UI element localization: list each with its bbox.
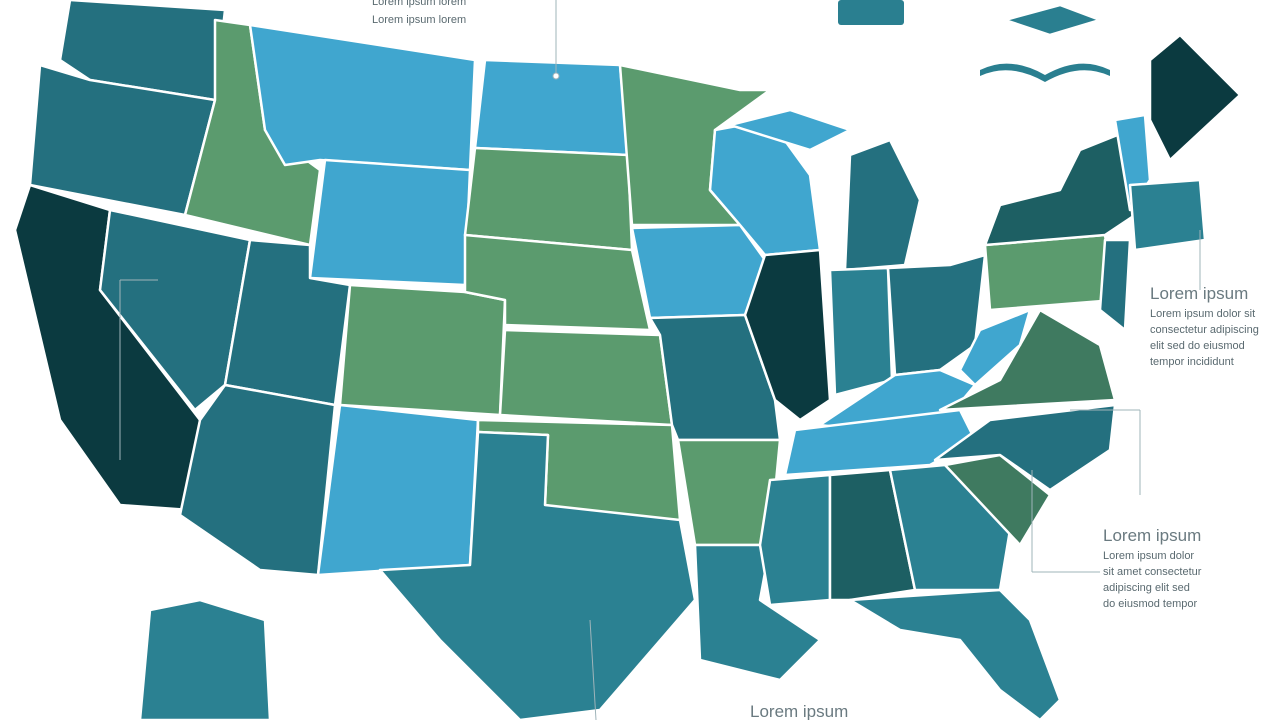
callout-title: Lorem ipsum	[1103, 526, 1202, 545]
callout-title: Lorem ipsum	[1150, 284, 1249, 303]
callout-line: Lorem ipsum dolor sit	[1150, 308, 1256, 320]
callout-line: consectetur adipiscing	[1150, 324, 1259, 336]
callout-line: do eiusmod tempor	[1103, 598, 1198, 610]
callout-line: tempor incididunt	[1150, 356, 1234, 368]
icons	[838, 0, 1110, 82]
callout-line: elit sed do eiusmod	[1150, 340, 1245, 352]
callout: Lorem ipsum Lorem ipsum dolor sit consec…	[1150, 284, 1259, 370]
top-label: Lorem ipsum lorem	[372, 0, 467, 8]
callout-line: adipiscing elit sed	[1103, 582, 1190, 594]
bottom-label: Lorem ipsum	[750, 702, 849, 720]
states	[13, 0, 1242, 720]
callout-line: sit amet consectetur	[1103, 566, 1202, 578]
top-label: Lorem ipsum lorem	[372, 14, 467, 26]
pointer-lines	[119, 0, 1201, 720]
callout-line: Lorem ipsum dolor	[1103, 550, 1195, 562]
callout: Lorem ipsum Lorem ipsum dolor sit amet c…	[1103, 526, 1202, 612]
